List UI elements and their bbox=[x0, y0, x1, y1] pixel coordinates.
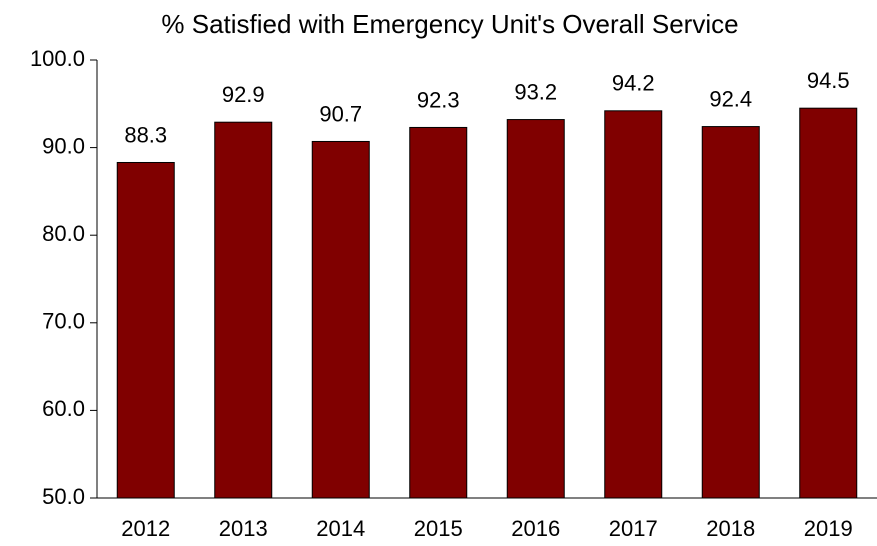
y-tick-label: 100.0 bbox=[30, 46, 85, 71]
data-label: 88.3 bbox=[124, 122, 167, 147]
bar bbox=[506, 119, 565, 499]
bar bbox=[799, 107, 858, 499]
data-label: 90.7 bbox=[319, 101, 362, 126]
bar bbox=[409, 126, 468, 499]
data-label: 94.5 bbox=[807, 68, 850, 93]
x-tick-label: 2012 bbox=[121, 516, 170, 541]
data-label: 92.9 bbox=[222, 82, 265, 107]
x-tick-label: 2019 bbox=[804, 516, 853, 541]
bar bbox=[116, 161, 175, 499]
data-label: 92.4 bbox=[709, 86, 752, 111]
x-tick-label: 2016 bbox=[511, 516, 560, 541]
chart-title: % Satisfied with Emergency Unit's Overal… bbox=[161, 9, 738, 39]
bar bbox=[214, 121, 273, 499]
x-tick-label: 2017 bbox=[609, 516, 658, 541]
data-label: 94.2 bbox=[612, 71, 655, 96]
y-tick-label: 50.0 bbox=[42, 484, 85, 509]
bar bbox=[701, 126, 760, 499]
y-tick-label: 80.0 bbox=[42, 221, 85, 246]
data-label: 92.3 bbox=[417, 87, 460, 112]
x-tick-label: 2015 bbox=[414, 516, 463, 541]
x-tick-label: 2014 bbox=[316, 516, 365, 541]
data-label: 93.2 bbox=[514, 79, 557, 104]
y-tick-label: 70.0 bbox=[42, 309, 85, 334]
y-tick-label: 90.0 bbox=[42, 133, 85, 158]
y-tick-label: 60.0 bbox=[42, 396, 85, 421]
x-tick-label: 2018 bbox=[706, 516, 755, 541]
bar bbox=[311, 140, 370, 499]
x-tick-label: 2013 bbox=[219, 516, 268, 541]
bar bbox=[604, 110, 663, 499]
